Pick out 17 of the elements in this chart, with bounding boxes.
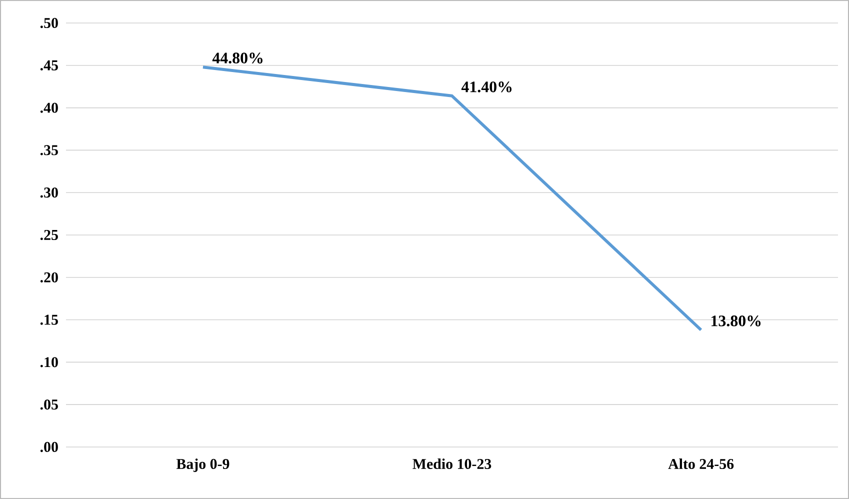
y-tick-label: .10: [40, 357, 58, 368]
y-tick-label: .50: [40, 18, 58, 28]
x-tick-label: Bajo 0-9: [176, 458, 230, 472]
y-tick-label: .05: [40, 400, 58, 410]
y-tick-label: .00: [40, 442, 58, 452]
data-label: 44.80%: [212, 52, 262, 64]
y-tick-label: .35: [40, 145, 58, 156]
y-tick-label: .20: [40, 272, 58, 282]
data-label: 41.40%: [461, 82, 512, 92]
x-tick-label: Alto 24-56: [668, 458, 734, 470]
y-tick-label: .15: [40, 314, 58, 325]
x-tick-label: Medio 10-23: [412, 458, 492, 470]
y-tick-label: .30: [40, 188, 58, 198]
y-tick-label: .45: [40, 60, 58, 70]
y-tick-label: .25: [40, 230, 58, 240]
y-tick-label: .40: [40, 102, 58, 113]
data-label: 13.80%: [712, 316, 761, 326]
